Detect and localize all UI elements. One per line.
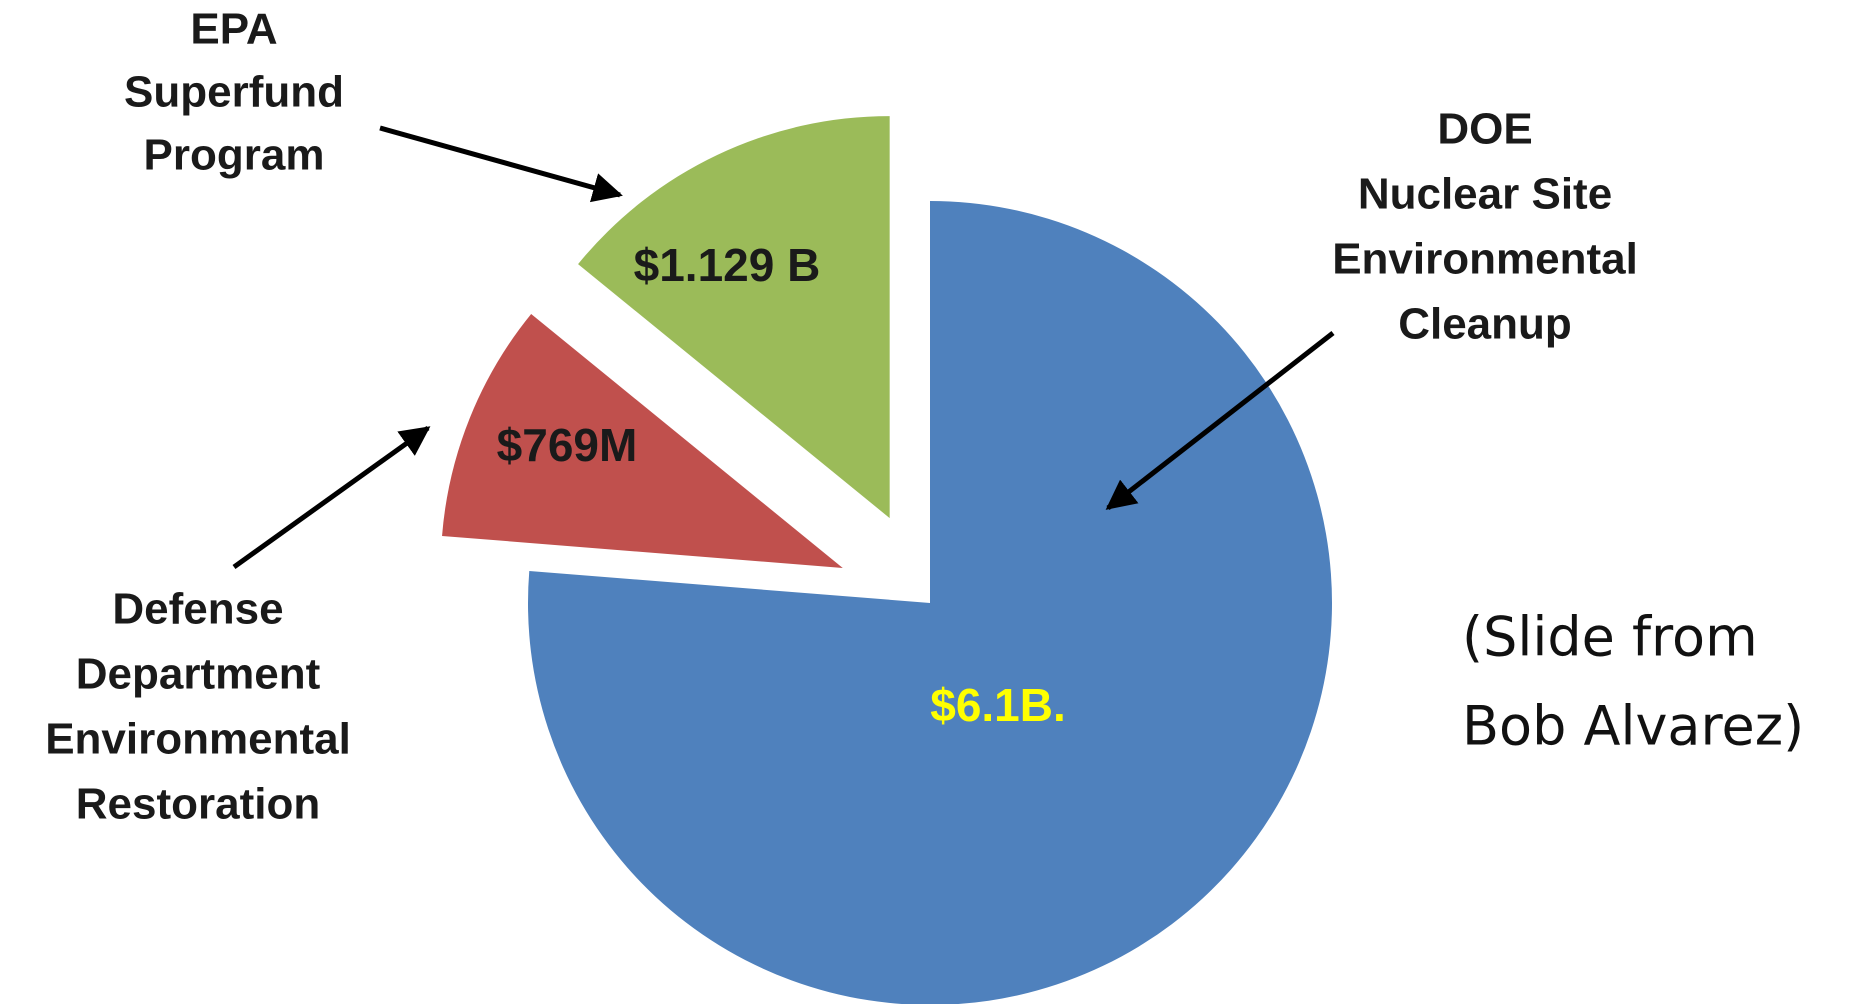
data-label: $1.129 B <box>634 239 821 291</box>
category-label: Nuclear Site <box>1358 170 1612 219</box>
category-label: Superfund <box>124 68 344 117</box>
pie-slice <box>442 313 843 568</box>
category-label: Environmental <box>1332 235 1638 284</box>
arrow <box>379 125 623 203</box>
category-label: Defense <box>112 585 283 634</box>
category-label: Department <box>76 650 321 699</box>
pie-slice <box>528 201 1332 1004</box>
annotation: (Slide from <box>1462 606 1758 669</box>
category-label: Program <box>144 131 325 180</box>
data-label: $769M <box>497 419 638 471</box>
annotation: Bob Alvarez) <box>1462 695 1804 758</box>
pie <box>442 116 1332 1004</box>
category-label: Environmental <box>45 715 351 764</box>
arrow <box>1105 331 1335 510</box>
category-label: EPA <box>190 5 277 54</box>
arrow <box>232 425 431 570</box>
data-label: $6.1B. <box>930 679 1066 731</box>
pie-slice <box>578 116 890 519</box>
category-label: Restoration <box>76 780 320 829</box>
category-label: DOE <box>1437 105 1532 154</box>
category-label: Cleanup <box>1398 300 1572 349</box>
